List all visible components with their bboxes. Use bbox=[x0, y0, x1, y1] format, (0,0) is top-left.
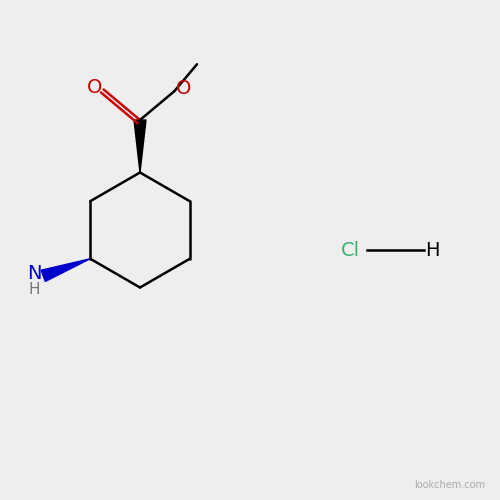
Text: O: O bbox=[87, 78, 102, 97]
Text: Cl: Cl bbox=[340, 240, 359, 260]
Text: H: H bbox=[28, 282, 40, 298]
Text: H: H bbox=[425, 240, 440, 260]
Text: N: N bbox=[27, 264, 42, 283]
Polygon shape bbox=[134, 120, 146, 172]
Text: O: O bbox=[176, 78, 191, 98]
Text: lookchem.com: lookchem.com bbox=[414, 480, 485, 490]
Polygon shape bbox=[41, 259, 90, 281]
